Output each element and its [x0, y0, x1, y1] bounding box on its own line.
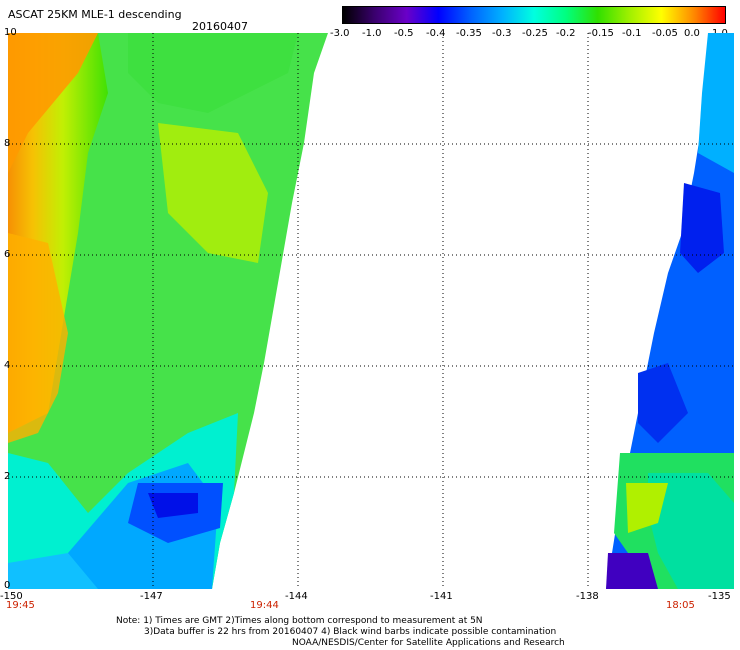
lon-label: -138 — [576, 591, 599, 602]
lat-label: 4 — [4, 360, 11, 371]
right-swath — [606, 33, 734, 589]
time-label: 19:45 — [6, 600, 35, 611]
colorbar-label: -0.3 — [492, 28, 512, 39]
lat-label: 10 — [4, 27, 17, 38]
time-label: 19:44 — [250, 600, 279, 611]
lat-label: 2 — [4, 471, 11, 482]
lat-label: 0 — [4, 580, 11, 591]
colorbar-label: -0.4 — [426, 28, 446, 39]
colorbar-label: -0.35 — [456, 28, 482, 39]
map-title: ASCAT 25KM MLE-1 descending — [8, 8, 182, 21]
lon-label: -141 — [430, 591, 453, 602]
colorbar-label: -0.05 — [652, 28, 678, 39]
left-swath — [8, 33, 328, 589]
colorbar-label: -0.2 — [556, 28, 576, 39]
colorbar-label: -3.0 — [330, 28, 350, 39]
map-date: 20160407 — [192, 20, 248, 33]
colorbar-label: -0.1 — [622, 28, 642, 39]
note-line-2: 3)Data buffer is 22 hrs from 20160407 4)… — [144, 627, 557, 637]
lon-label: -147 — [140, 591, 163, 602]
lon-label: -144 — [285, 591, 308, 602]
colorbar-label: -0.15 — [588, 28, 614, 39]
colorbar-label: -0.25 — [522, 28, 548, 39]
lat-label: 8 — [4, 138, 11, 149]
colorbar — [342, 6, 726, 24]
lon-label: -150 — [0, 591, 23, 602]
note-line-3: NOAA/NESDIS/Center for Satellite Applica… — [292, 638, 565, 648]
lat-label: 6 — [4, 249, 11, 260]
colorbar-label: -1.0 — [362, 28, 382, 39]
colorbar-label: -0.5 — [394, 28, 414, 39]
time-label: 18:05 — [666, 600, 695, 611]
wind-map — [8, 33, 734, 589]
colorbar-label: 0.0 — [684, 28, 700, 39]
note-line-1: Note: 1) Times are GMT 2)Times along bot… — [116, 616, 483, 626]
lon-label: -135 — [708, 591, 731, 602]
lat-lon-grid — [8, 33, 734, 589]
